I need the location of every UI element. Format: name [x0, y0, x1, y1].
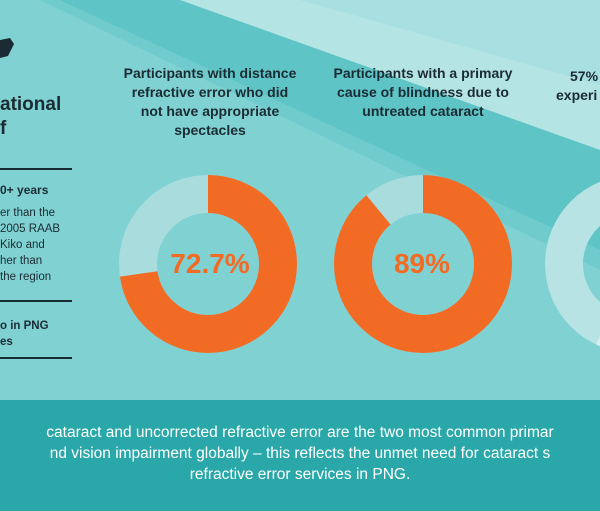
- stat-title-partial: 57% experi: [556, 68, 599, 103]
- panel-bold-line: o in PNG: [0, 320, 49, 332]
- bottom-banner: [0, 400, 600, 511]
- divider: [0, 168, 72, 170]
- donut-label-cataract: 89%: [393, 248, 451, 279]
- logo-icon: [0, 38, 14, 58]
- stat-title-cataract: Participants with a primary cause of bli…: [333, 65, 513, 119]
- donut-label-refractive: 72.7%: [170, 248, 250, 279]
- panel-text-line: her than: [0, 255, 43, 267]
- panel-text-line: Kiko and: [0, 239, 45, 251]
- panel-bold-line: es: [0, 336, 13, 348]
- stat-title-refractive: Participants with distance refractive er…: [123, 65, 297, 138]
- panel-heading: 0+ years: [0, 183, 49, 197]
- donut-charts: [119, 175, 600, 353]
- donut-cataract-value-arc: [334, 175, 512, 353]
- divider: [0, 357, 72, 359]
- left-info-panel: ational f 0+ years er than the 2005 RAAB…: [0, 0, 78, 400]
- donut-refractive-value-arc: [119, 175, 297, 353]
- panel-title-line2: f: [0, 118, 7, 139]
- donut-partial-track: [545, 181, 600, 347]
- divider: [0, 300, 72, 302]
- panel-text-line: 2005 RAAB: [0, 223, 61, 235]
- panel-text-line: the region: [0, 271, 52, 283]
- bottom-banner-text: cataract and uncorrected refractive erro…: [46, 424, 554, 483]
- panel-text-line: er than the: [0, 207, 55, 219]
- panel-title-line1: ational: [0, 94, 62, 115]
